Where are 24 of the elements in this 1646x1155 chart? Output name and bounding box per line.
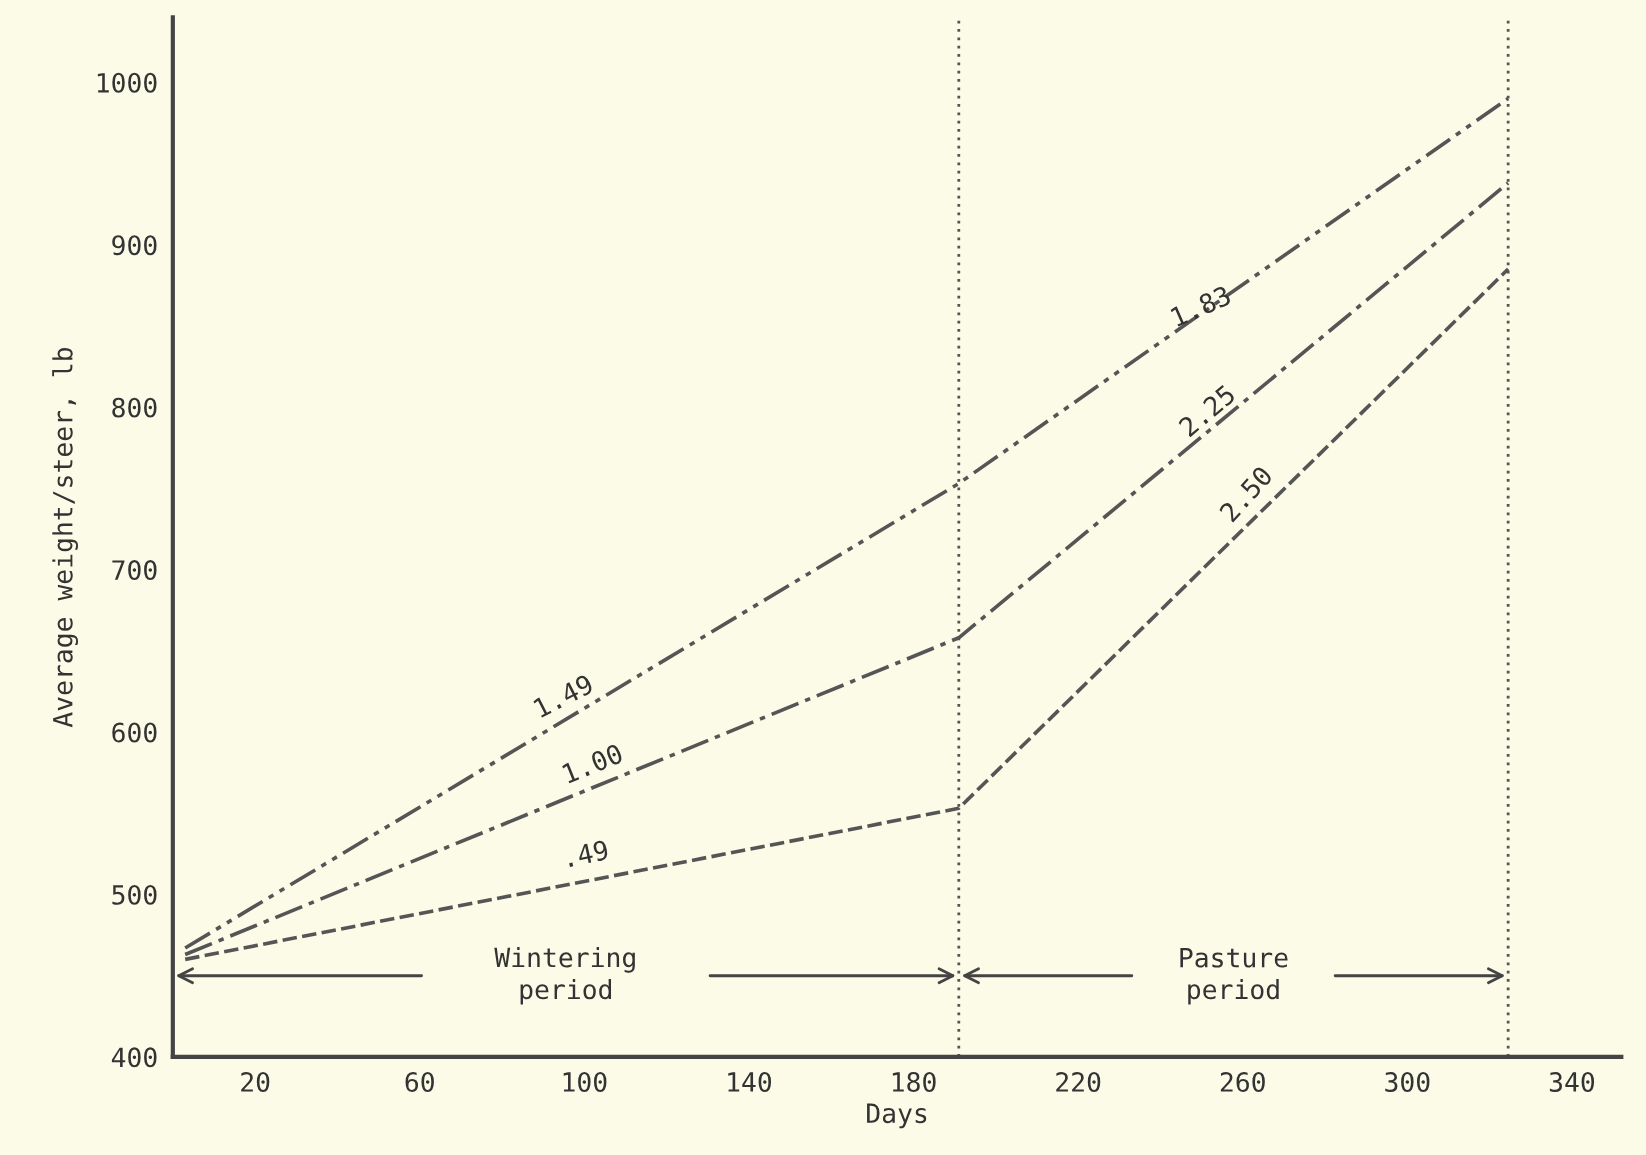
x-tick-label: 300 [1385, 1072, 1430, 1092]
y-tick-label: 600 [112, 722, 157, 743]
y-tick-label: 500 [112, 884, 157, 905]
y-tick-label: 400 [111, 1047, 157, 1068]
y-tick-label: 700 [112, 560, 157, 581]
x-tick-label: 220 [1056, 1072, 1101, 1092]
annotation: 1.00 [561, 743, 624, 784]
x-tick-label: 340 [1549, 1072, 1595, 1092]
y-tick-label: 800 [112, 397, 157, 418]
x-tick-label: 100 [563, 1072, 607, 1092]
x-axis-title: Days [867, 1103, 927, 1129]
annotation: 1.49 [532, 673, 595, 719]
y-tick-label: 900 [112, 235, 157, 256]
x-tick-label: 60 [405, 1072, 434, 1092]
annotation: Pasture period [1180, 947, 1288, 1005]
annotation: 1.83 [1170, 285, 1232, 328]
x-tick-label: 180 [892, 1072, 936, 1092]
annotation: .49 [565, 839, 609, 868]
annotation: Wintering period [494, 947, 635, 1005]
x-tick-label: 140 [728, 1072, 772, 1092]
y-tick-label: 1000 [97, 72, 157, 93]
y-axis-title: Average weight/steer, lb [52, 347, 79, 728]
x-tick-label: 20 [241, 1072, 270, 1092]
x-tick-label: 260 [1220, 1072, 1265, 1092]
